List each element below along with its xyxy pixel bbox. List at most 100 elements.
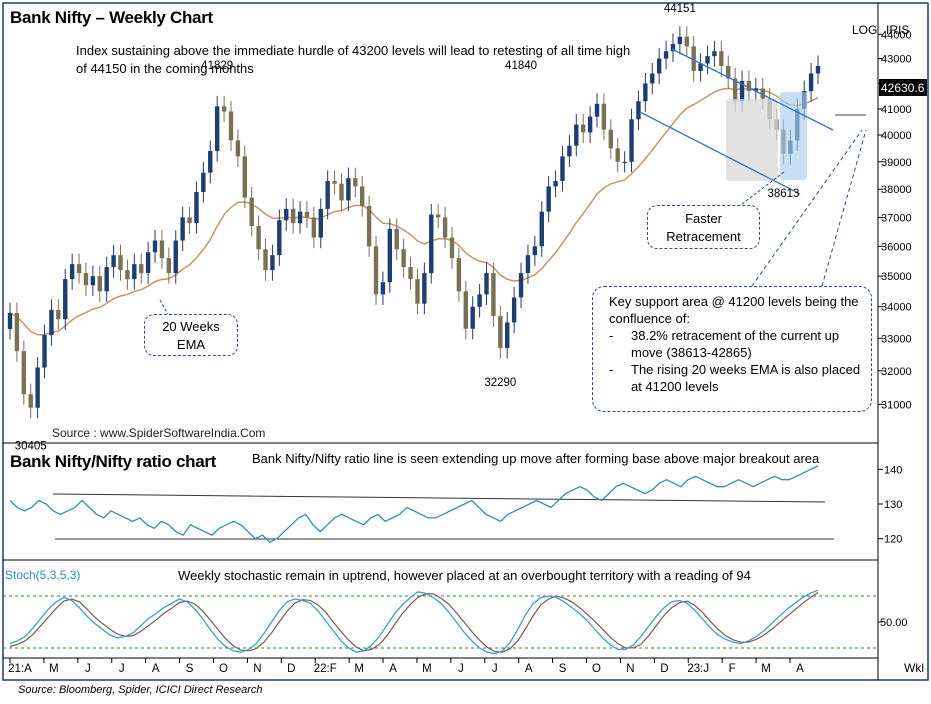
candle-body bbox=[311, 217, 317, 238]
candle-body bbox=[256, 225, 261, 250]
price-annotation-label: 30405 bbox=[15, 440, 47, 452]
x-tick-label: M bbox=[761, 663, 771, 675]
candle-body bbox=[746, 80, 752, 92]
candle-body bbox=[615, 148, 620, 162]
candle-body bbox=[76, 264, 82, 274]
candle-body bbox=[159, 240, 165, 259]
candle-body bbox=[228, 111, 234, 141]
ratio-chart-title: Bank Nifty/Nifty ratio chart bbox=[10, 452, 217, 471]
candle-body bbox=[574, 124, 579, 146]
x-tick-label: M bbox=[49, 663, 59, 675]
candle-body bbox=[477, 294, 482, 307]
outer-frame bbox=[2, 2, 929, 681]
x-tick-label: J bbox=[119, 663, 125, 675]
candle-body bbox=[332, 180, 337, 184]
candle-body bbox=[636, 101, 641, 120]
ratio-line bbox=[9, 465, 819, 543]
candlestick-layer bbox=[7, 26, 821, 419]
consolidation-highlight bbox=[726, 99, 778, 181]
candle-body bbox=[353, 178, 358, 187]
candle-body bbox=[346, 178, 351, 201]
candle-body bbox=[97, 276, 102, 292]
x-tick-label: S bbox=[186, 663, 194, 675]
candle-body bbox=[380, 282, 386, 295]
candle-body bbox=[422, 273, 427, 304]
ema-line bbox=[9, 87, 819, 336]
candle-body bbox=[208, 150, 213, 173]
y-tick-label: 32000 bbox=[881, 366, 912, 378]
candle-body bbox=[304, 211, 310, 218]
y-tick-label: 39000 bbox=[881, 157, 912, 169]
faster-callout-pointer bbox=[741, 171, 785, 205]
source-watermark: Source : www.SpiderSoftwareIndia.Com bbox=[52, 426, 266, 440]
candle-body bbox=[691, 46, 696, 71]
candle-body bbox=[650, 73, 655, 84]
x-tick-label: D bbox=[287, 663, 295, 675]
x-tick-label: J bbox=[492, 663, 498, 675]
channel-lower-line bbox=[639, 111, 801, 195]
candle-body bbox=[242, 156, 248, 198]
x-tick-label: O bbox=[592, 663, 601, 675]
faster-callout-line-1: Faster bbox=[685, 211, 722, 226]
ratio-y-axis: 140 130 120 bbox=[878, 464, 902, 546]
support-heading: Key support area @ 41200 levels being th… bbox=[609, 294, 859, 326]
candle-body bbox=[539, 211, 544, 247]
candle-body bbox=[622, 161, 627, 163]
candle-body bbox=[753, 88, 759, 92]
candle-body bbox=[429, 214, 434, 274]
candle-body bbox=[491, 273, 496, 317]
candle-body bbox=[152, 240, 158, 253]
price-annotation-label: 41829 bbox=[201, 60, 233, 72]
y-tick-label: 34000 bbox=[881, 302, 912, 314]
candle-body bbox=[546, 186, 551, 212]
candle-body bbox=[463, 291, 468, 329]
last-price-badge bbox=[879, 79, 927, 96]
candle-body bbox=[532, 246, 538, 256]
candle-body bbox=[290, 208, 296, 224]
candle-body bbox=[49, 309, 54, 336]
price-annotation-label: 32290 bbox=[484, 377, 516, 389]
support-bullet: 38.2% retracement of the current up move… bbox=[609, 327, 861, 361]
candle-body bbox=[808, 73, 814, 92]
main-chart-title: Bank Nifty – Weekly Chart bbox=[10, 8, 213, 27]
y-tick-label: 41000 bbox=[881, 104, 912, 116]
candle-body bbox=[677, 36, 683, 44]
candle-body bbox=[7, 312, 13, 329]
y-tick-label: 35000 bbox=[881, 271, 912, 283]
candle-body bbox=[608, 129, 614, 149]
y-tick-label: 43000 bbox=[881, 54, 912, 66]
candle-body bbox=[560, 156, 565, 181]
candle-body bbox=[173, 240, 178, 274]
x-tick-label: N bbox=[253, 663, 261, 675]
candle-body bbox=[670, 43, 676, 52]
candle-body bbox=[484, 273, 489, 295]
candle-body bbox=[180, 217, 185, 241]
ratio-y-tick-label: 130 bbox=[884, 499, 902, 511]
stoch-d-line bbox=[9, 591, 819, 653]
x-tick-label: D bbox=[660, 663, 668, 675]
candle-body bbox=[698, 63, 703, 71]
price-annotation-label: 44151 bbox=[664, 3, 696, 15]
log-scale-label: LOG bbox=[852, 23, 877, 37]
ratio-y-tick-label: 140 bbox=[884, 464, 902, 476]
stoch-y-axis: 50.00 bbox=[878, 617, 908, 629]
candle-body bbox=[132, 264, 137, 280]
last-price-label: 42630.6 bbox=[881, 81, 925, 95]
x-tick-label: 21:A bbox=[8, 663, 32, 675]
candle-body bbox=[284, 208, 289, 221]
x-tick-label: 22:F bbox=[314, 663, 337, 675]
support-pointer-2 bbox=[821, 129, 867, 287]
candle-body bbox=[712, 51, 717, 57]
stoch-commentary: Weekly stochastic remain in uptrend, how… bbox=[178, 568, 751, 583]
support-bullet: The rising 20 weeks EMA is also placed a… bbox=[609, 361, 861, 395]
candle-body bbox=[387, 228, 393, 283]
candle-body bbox=[518, 273, 524, 298]
ema-callout-line-2: EMA bbox=[176, 337, 206, 352]
candle-body bbox=[104, 267, 109, 292]
candle-body bbox=[643, 83, 648, 102]
candle-body bbox=[270, 255, 275, 271]
stoch-k-line bbox=[9, 589, 819, 655]
candle-body bbox=[373, 246, 379, 295]
candle-body bbox=[449, 237, 455, 259]
